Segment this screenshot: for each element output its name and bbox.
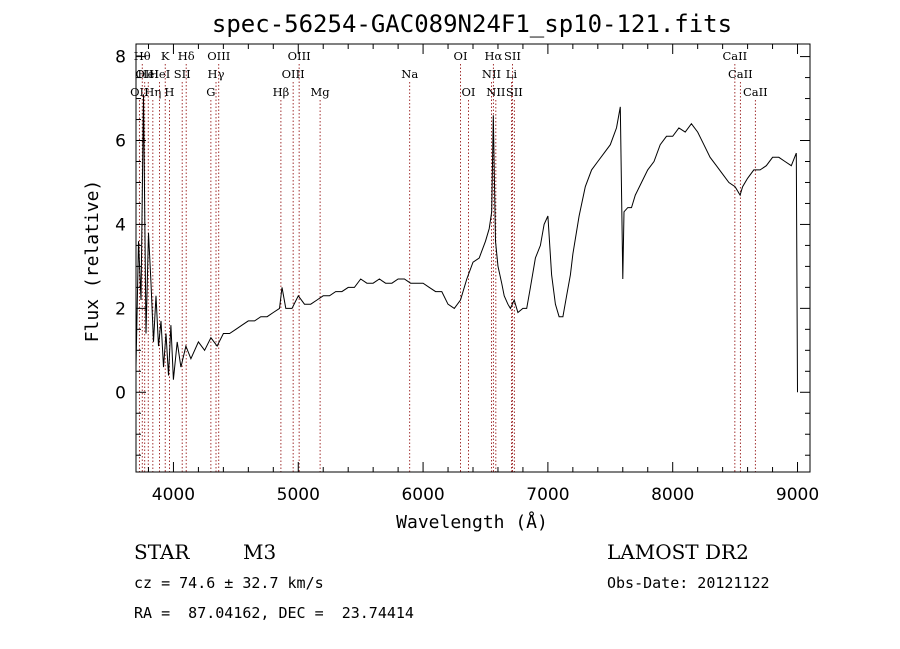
y-tick-label: 6 <box>115 132 126 152</box>
line-marker-label: Mg <box>311 85 331 99</box>
line-marker-label: OI <box>462 85 476 99</box>
line-marker-label: OIII <box>207 49 230 63</box>
line-marker-label: NII <box>482 67 501 81</box>
line-marker-label: CaII <box>743 85 768 99</box>
line-marker-label: Na <box>401 67 418 81</box>
chart-title: spec-56254-GAC089N24F1_sp10-121.fits <box>212 10 732 38</box>
x-tick-label: 9000 <box>776 485 819 505</box>
line-marker-label: Hθ <box>134 49 151 63</box>
line-marker-label: Hα <box>484 49 502 63</box>
object-class: STAR <box>134 540 190 564</box>
x-tick-label: 8000 <box>651 485 694 505</box>
line-marker-label: OIII <box>282 67 305 81</box>
coordinates-text: RA = 87.04162, DEC = 23.74414 <box>134 604 414 622</box>
plot-frame <box>135 43 811 473</box>
y-axis-label: Flux (relative) <box>82 180 103 343</box>
object-subclass: M3 <box>243 540 277 564</box>
line-marker-label: HeI <box>138 67 159 81</box>
line-markers: OIIHθOIIHeIHηHeIKHSIIHδGHγOIIIHβOIIIOIII… <box>130 49 768 472</box>
line-marker-label: Hβ <box>273 85 290 99</box>
line-marker-label: K <box>161 49 170 63</box>
x-tick-label: 5000 <box>277 485 320 505</box>
obs-date-text: Obs-Date: 20121122 <box>607 574 770 592</box>
line-marker-label: Hγ <box>208 67 225 81</box>
y-tick-label: 0 <box>115 383 126 403</box>
x-tick-label: 4000 <box>152 485 195 505</box>
line-marker-label: OIII <box>288 49 311 63</box>
line-marker-label: Hδ <box>178 49 195 63</box>
line-marker-label: CaII <box>722 49 747 63</box>
line-marker-label: SII <box>174 67 191 81</box>
line-marker-label: HeI <box>149 67 170 81</box>
line-marker-label: Li <box>506 67 518 81</box>
x-tick-label: 7000 <box>526 485 569 505</box>
redshift-text: cz = 74.6 ± 32.7 km/s <box>134 574 324 592</box>
x-tick-label: 6000 <box>401 485 444 505</box>
y-tick-label: 8 <box>115 48 126 68</box>
line-marker-label: SII <box>506 85 523 99</box>
line-marker-label: SII <box>504 49 521 63</box>
line-marker-label: H <box>164 85 174 99</box>
line-marker-label: NII <box>486 85 505 99</box>
line-marker-label: Hη <box>144 85 161 99</box>
y-tick-label: 4 <box>115 215 126 235</box>
axis-ticks: 4000 5000 6000 7000 8000 9000 0 2 4 6 8 <box>115 44 819 505</box>
y-tick-label: 2 <box>115 299 126 319</box>
spectrum-line <box>135 94 798 393</box>
survey-label: LAMOST DR2 <box>607 540 749 564</box>
line-marker-label: G <box>206 85 215 99</box>
line-marker-label: CaII <box>728 67 753 81</box>
line-marker-label: OI <box>454 49 468 63</box>
x-axis-label: Wavelength (Å) <box>396 511 548 533</box>
